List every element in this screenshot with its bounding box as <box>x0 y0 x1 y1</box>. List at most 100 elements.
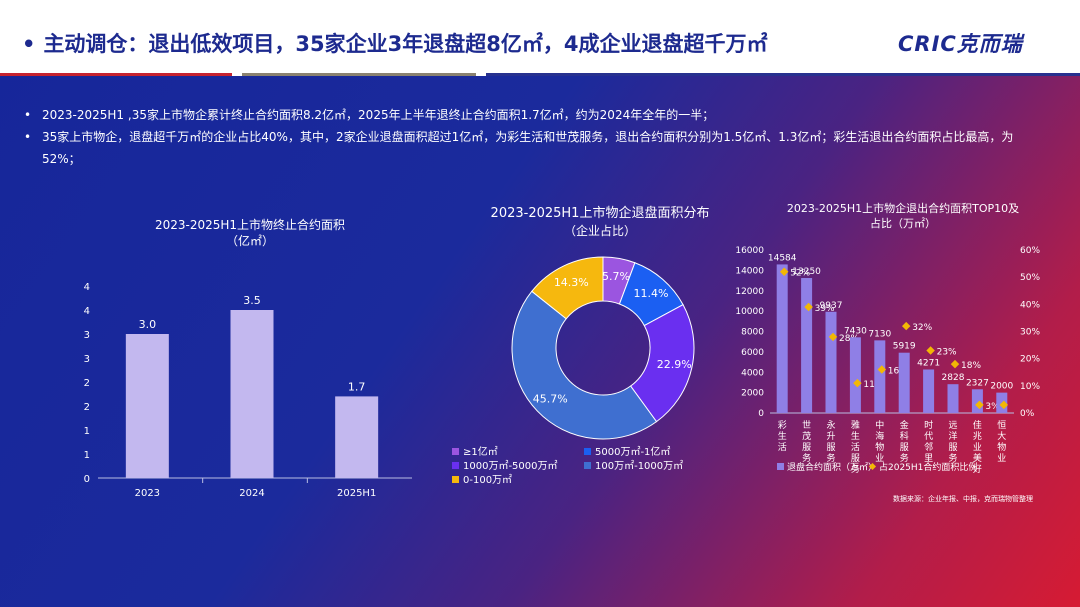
source-note: 数据来源：企业年报、中报，克而瑞物管整理 <box>893 495 1033 503</box>
chart3-category-label-char: 大 <box>997 430 1006 442</box>
header-rule-red <box>0 73 232 76</box>
chart3-category-label-char: 物 <box>875 441 884 453</box>
chart1-bar <box>335 396 379 478</box>
chart2-slice-label: 11.4% <box>633 287 668 300</box>
chart2-slice <box>511 290 658 440</box>
chart1-y-tick-label: 2 <box>84 378 90 389</box>
chart3-value-label: 9937 <box>820 301 843 311</box>
header-rule-gray <box>242 73 476 76</box>
chart3-bar <box>971 389 983 413</box>
chart3-category-label-char: 中 <box>875 419 884 431</box>
chart3-y-tick-label: 4000 <box>741 368 764 378</box>
chart3-pct-label: 52% <box>790 269 810 279</box>
chart1-bar <box>230 310 274 478</box>
chart3-category-label-char: 彩 <box>778 420 787 431</box>
chart1-category-label: 2025H1 <box>337 488 376 499</box>
chart2-legend-label: 100万㎡-1000万㎡ <box>595 460 683 472</box>
chart1-y-tick-label: 1 <box>84 450 90 461</box>
chart3-pct-marker <box>926 346 935 355</box>
chart3-category-label-char: 里 <box>924 453 933 464</box>
chart2-legend-swatch <box>452 462 459 469</box>
chart3-pct-label: 23% <box>937 348 957 358</box>
chart3-pct-label: 32% <box>912 323 932 333</box>
chart3-legend-swatch-pct <box>868 462 877 471</box>
title-bullet: • <box>22 32 36 56</box>
chart3-value-label: 7130 <box>868 329 891 339</box>
chart3-y2-tick-label: 0% <box>1020 409 1035 419</box>
chart3-y2-tick-label: 50% <box>1020 273 1040 283</box>
header-bar <box>0 0 1080 76</box>
chart3-pct-marker <box>901 321 911 331</box>
chart3-category-label-char: 科 <box>900 430 909 442</box>
chart3-category-label-char: 业 <box>875 453 884 464</box>
chart2-slice <box>629 303 695 423</box>
cric-logo: CRIC克而瑞 <box>898 32 1023 56</box>
chart1-category-label: 2023 <box>135 488 160 499</box>
title-text: 主动调仓：退出低效项目，35家企业3年退盘超8亿㎡，4成企业退盘超千万㎡ <box>43 32 768 56</box>
chart1-y-tick-label: 1 <box>84 426 90 437</box>
header-rule-blue <box>486 73 1080 76</box>
chart1-category-label: 2024 <box>239 488 264 499</box>
chart3-value-label: 2000 <box>990 382 1013 392</box>
chart3-bar <box>801 278 813 413</box>
chart3-category-label-char: 务 <box>948 452 957 464</box>
chart2-legend-label: 5000万㎡-1亿㎡ <box>595 445 670 458</box>
chart3-pct-marker <box>999 400 1009 410</box>
chart3-category-label-char: 洋 <box>948 430 957 442</box>
chart1-value-label: 3.0 <box>139 318 157 331</box>
chart1-y-tick-label: 4 <box>84 282 90 293</box>
chart1-y-tick-label: 2 <box>84 402 90 413</box>
chart3-category-label-char: 邻 <box>924 441 933 453</box>
chart3-category-label-char: 恒 <box>997 419 1006 431</box>
chart3-category-label-char: 远 <box>948 420 957 431</box>
chart3-category-label-char: 永 <box>826 419 835 431</box>
chart3-category-label-char: 兆 <box>973 431 982 442</box>
chart3-y-tick-label: 2000 <box>741 389 764 399</box>
chart2-slice <box>531 256 604 320</box>
chart3-pct-marker <box>828 332 838 342</box>
chart2-legend-swatch <box>584 462 591 469</box>
chart3-pct-label: 3% <box>985 402 1000 412</box>
chart3-category-label-char: 服 <box>900 442 909 453</box>
chart2-slice-label: 14.3% <box>554 276 589 289</box>
chart3-category-label-char: 生 <box>851 430 860 442</box>
chart3-category-label-char: 美 <box>973 452 982 464</box>
chart2-legend-label: 0-100万㎡ <box>463 474 512 486</box>
chart3-pct-marker <box>975 400 984 410</box>
chart2-slice-label: 22.9% <box>657 358 692 371</box>
chart3-category-label-char: 生 <box>778 430 787 442</box>
chart3-y-tick-label: 10000 <box>735 307 764 317</box>
chart1-y-tick-label: 3 <box>84 330 90 341</box>
chart3-pct-label: 16% <box>888 367 908 377</box>
chart3-legend-swatch-bars <box>777 463 784 470</box>
chart3-category-label-char: 服 <box>802 442 811 453</box>
chart2-legend-swatch <box>452 476 459 483</box>
chart3-category-label-char: 时 <box>924 419 933 431</box>
chart3-y2-tick-label: 30% <box>1020 328 1040 338</box>
chart3-category-label-char: 世 <box>802 419 811 431</box>
chart3-value-label: 13250 <box>792 267 821 277</box>
chart3-y-tick-label: 8000 <box>741 328 764 338</box>
chart2-subtitle: （企业占比） <box>564 223 636 238</box>
chart2-legend-label: ≥1亿㎡ <box>463 445 498 458</box>
chart3-value-label: 7430 <box>844 326 867 336</box>
summary-bullet-1: 2023-2025H1 ,35家上市物企累计终止合约面积8.2亿㎡，2025年上… <box>22 104 1052 126</box>
chart3-bar <box>898 352 910 413</box>
chart3-category-label-char: 服 <box>826 442 835 453</box>
chart3-value-label: 5919 <box>893 342 916 352</box>
chart3-y2-tick-label: 10% <box>1020 382 1040 392</box>
chart3-value-label: 2828 <box>942 373 965 383</box>
chart3-y2-tick-label: 20% <box>1020 355 1040 365</box>
chart3-category-label-char: 活 <box>851 441 860 453</box>
chart3-pct-marker <box>853 378 862 388</box>
chart1-subtitle: （亿㎡） <box>226 233 274 248</box>
chart3-y-tick-label: 16000 <box>735 246 764 256</box>
chart3-title: 2023-2025H1上市物企退出合约面积TOP10及 <box>787 201 1019 215</box>
chart3-category-label-char: 好 <box>973 463 982 475</box>
chart3-pct-label: 18% <box>961 361 981 371</box>
chart3-y2-tick-label: 60% <box>1020 246 1040 256</box>
chart3-category-label-char: 佳 <box>973 419 982 431</box>
chart3-pct-label: 11% <box>863 380 883 390</box>
chart3-bar <box>874 340 886 413</box>
